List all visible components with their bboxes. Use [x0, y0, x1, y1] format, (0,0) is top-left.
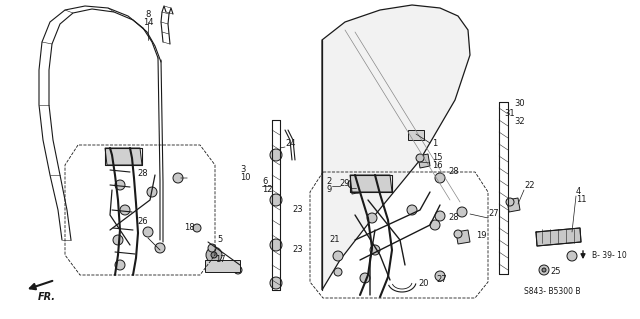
Circle shape: [457, 207, 467, 217]
Text: 20: 20: [418, 279, 429, 288]
Circle shape: [234, 266, 242, 274]
Text: 11: 11: [576, 196, 586, 204]
Circle shape: [120, 205, 130, 215]
Circle shape: [270, 194, 282, 206]
Text: 12: 12: [262, 186, 273, 195]
Text: 31: 31: [504, 108, 515, 117]
Polygon shape: [456, 230, 470, 244]
Text: 32: 32: [514, 116, 525, 125]
Circle shape: [333, 251, 343, 261]
Text: FR.: FR.: [38, 292, 56, 302]
Polygon shape: [322, 5, 470, 290]
Text: 15: 15: [432, 152, 442, 161]
Circle shape: [435, 173, 445, 183]
Circle shape: [334, 268, 342, 276]
Circle shape: [416, 154, 424, 162]
Text: 19: 19: [476, 232, 486, 241]
Text: 23: 23: [292, 205, 303, 214]
Text: 21: 21: [330, 235, 340, 244]
Circle shape: [270, 277, 282, 289]
Text: 23: 23: [292, 246, 303, 255]
Text: 18: 18: [184, 224, 195, 233]
Circle shape: [506, 198, 514, 206]
Text: 4: 4: [576, 188, 581, 197]
Text: 8: 8: [145, 10, 150, 19]
Circle shape: [270, 149, 282, 161]
Circle shape: [353, 183, 363, 193]
Circle shape: [173, 173, 183, 183]
Text: 25: 25: [550, 268, 561, 277]
Circle shape: [270, 239, 282, 251]
Circle shape: [567, 251, 577, 261]
Text: 6: 6: [262, 177, 268, 187]
Circle shape: [435, 211, 445, 221]
Circle shape: [147, 187, 157, 197]
Text: 30: 30: [514, 99, 525, 108]
Circle shape: [113, 235, 123, 245]
Text: S843- B5300 B: S843- B5300 B: [524, 286, 580, 295]
Circle shape: [435, 271, 445, 281]
Polygon shape: [507, 198, 520, 212]
Circle shape: [430, 220, 440, 230]
Text: 27: 27: [488, 210, 499, 219]
Polygon shape: [536, 228, 581, 246]
Circle shape: [155, 243, 165, 253]
Circle shape: [115, 180, 125, 190]
Circle shape: [208, 244, 216, 252]
Text: 28: 28: [448, 213, 459, 222]
Circle shape: [454, 230, 462, 238]
Text: 28: 28: [448, 167, 459, 176]
Circle shape: [407, 205, 417, 215]
Circle shape: [115, 260, 125, 270]
Polygon shape: [105, 148, 142, 165]
Text: 2: 2: [327, 177, 332, 187]
Text: 24: 24: [285, 138, 296, 147]
Text: 16: 16: [432, 160, 443, 169]
Bar: [408, 130, 424, 140]
Circle shape: [542, 268, 546, 272]
Circle shape: [539, 265, 549, 275]
Text: 17: 17: [214, 256, 225, 264]
Circle shape: [370, 245, 380, 255]
Polygon shape: [350, 175, 392, 192]
Text: 26: 26: [138, 218, 148, 226]
Text: 27: 27: [436, 275, 447, 284]
Text: 29: 29: [339, 180, 350, 189]
Text: 14: 14: [143, 18, 153, 27]
Bar: [205, 260, 240, 272]
Circle shape: [367, 213, 377, 223]
Circle shape: [211, 252, 217, 258]
Text: 9: 9: [327, 186, 332, 195]
Text: 10: 10: [240, 174, 250, 182]
Circle shape: [193, 224, 201, 232]
Polygon shape: [350, 180, 362, 194]
Text: 28: 28: [138, 168, 148, 177]
Circle shape: [206, 247, 222, 263]
Text: 1: 1: [432, 138, 437, 147]
Polygon shape: [418, 154, 430, 168]
Text: 5: 5: [218, 235, 223, 244]
Circle shape: [348, 180, 356, 188]
Text: 22: 22: [524, 182, 534, 190]
Text: B- 39- 10: B- 39- 10: [592, 250, 627, 259]
Circle shape: [143, 227, 153, 237]
Circle shape: [360, 273, 370, 283]
Text: 3: 3: [240, 166, 245, 174]
